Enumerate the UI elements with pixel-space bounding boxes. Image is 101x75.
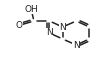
- Text: N: N: [46, 28, 53, 38]
- Text: OH: OH: [24, 5, 38, 14]
- Text: N: N: [59, 22, 66, 32]
- Text: N: N: [73, 40, 80, 50]
- Text: O: O: [15, 21, 22, 30]
